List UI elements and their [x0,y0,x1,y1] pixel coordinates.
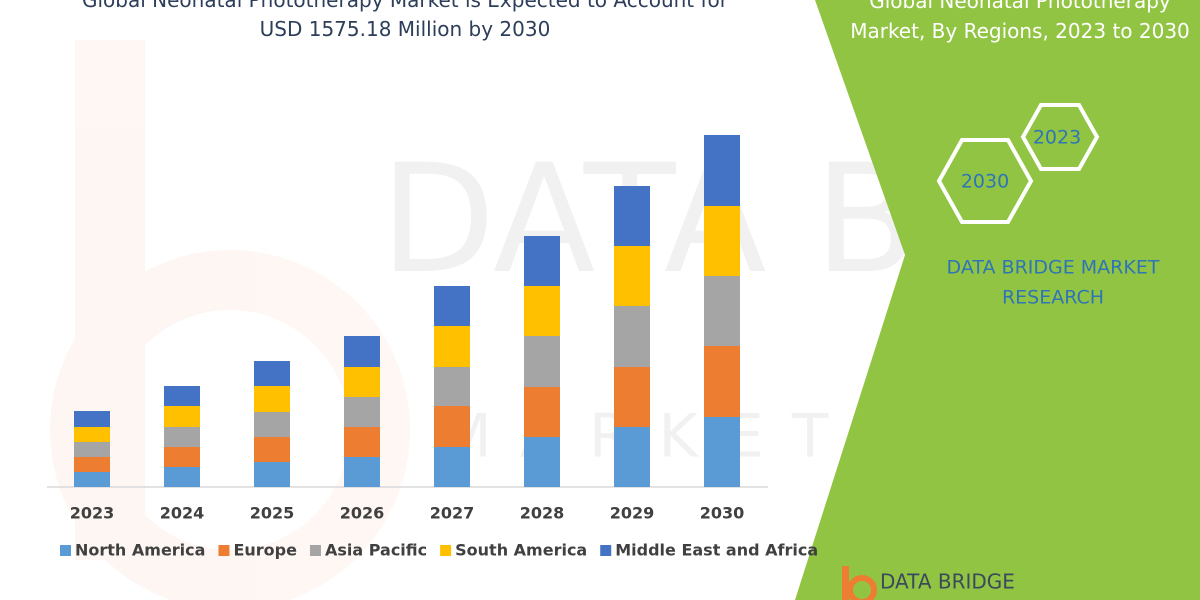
bar-segment [254,361,290,386]
legend-label: Asia Pacific [325,541,427,560]
chart-title: Global Neonatal Phototherapy Market is E… [82,0,728,41]
bar-segment [74,442,110,457]
hexagon [936,138,1034,224]
hexagon [1020,103,1100,171]
watermark-logo [50,40,410,600]
bar-segment [344,427,380,457]
x-tick-label: 2024 [160,504,205,523]
bar-segment [74,472,110,487]
x-tick-label: 2027 [430,504,475,523]
legend-swatch [60,545,71,556]
bar-segment [74,427,110,442]
brand-text: RESEARCH [1002,287,1104,309]
logo-icon [842,566,877,600]
bar-segment [524,387,560,437]
bar-segment [434,326,470,367]
legend-label: Europe [233,541,297,560]
bar-segment [614,427,650,487]
bar-segment [434,286,470,326]
bar-segment [254,462,290,487]
bar-segment [434,406,470,447]
bar-segment [344,397,380,427]
bar-segment [524,336,560,387]
bar-segment [344,367,380,397]
brand-text: DATA BRIDGE MARKET [947,257,1160,279]
bar-segment [164,447,200,467]
x-tick-label: 2030 [700,504,745,523]
legend-label: North America [75,541,205,560]
logo-text: DATA BRIDGE [880,570,1015,594]
x-tick-label: 2023 [70,504,115,523]
bar-segment [704,206,740,276]
legend-swatch [440,545,452,556]
x-tick-label: 2028 [520,504,565,523]
legend-label: South America [455,541,587,560]
bar-segment [614,306,650,367]
side-panel [795,0,1200,600]
bar-segment [704,417,740,487]
bar-segment [434,367,470,406]
bar-segment [344,457,380,487]
bar-segment [164,406,200,427]
bar-segment [254,437,290,462]
legend-swatch [309,545,321,556]
bar-segment [74,411,110,427]
bar-segment [524,236,560,286]
bar-segment [344,336,380,367]
bar-segment [704,346,740,417]
bar-segment [164,467,200,487]
bar-segment [434,447,470,487]
bar-segment [614,186,650,246]
legend-swatch [218,545,230,556]
bar-segment [614,246,650,306]
bar-segment [614,367,650,427]
bar-segment [74,457,110,472]
legend-label: Middle East and Africa [615,541,818,560]
x-tick-label: 2025 [250,504,295,523]
bar-segment [164,386,200,406]
bar-segment [254,412,290,437]
x-tick-label: 2026 [340,504,385,523]
bar-segment [164,427,200,447]
panel-title: Global Neonatal Phototherapy Market, By … [850,0,1190,43]
legend-swatch [600,545,612,556]
bar-segment [704,276,740,346]
bar-segment [524,437,560,487]
bar-segment [254,386,290,412]
hexagon-label: 2023 [1033,127,1081,149]
x-tick-label: 2029 [610,504,655,523]
bar-segment [704,135,740,206]
hexagon-label: 2030 [961,171,1009,193]
bar-segment [524,286,560,336]
